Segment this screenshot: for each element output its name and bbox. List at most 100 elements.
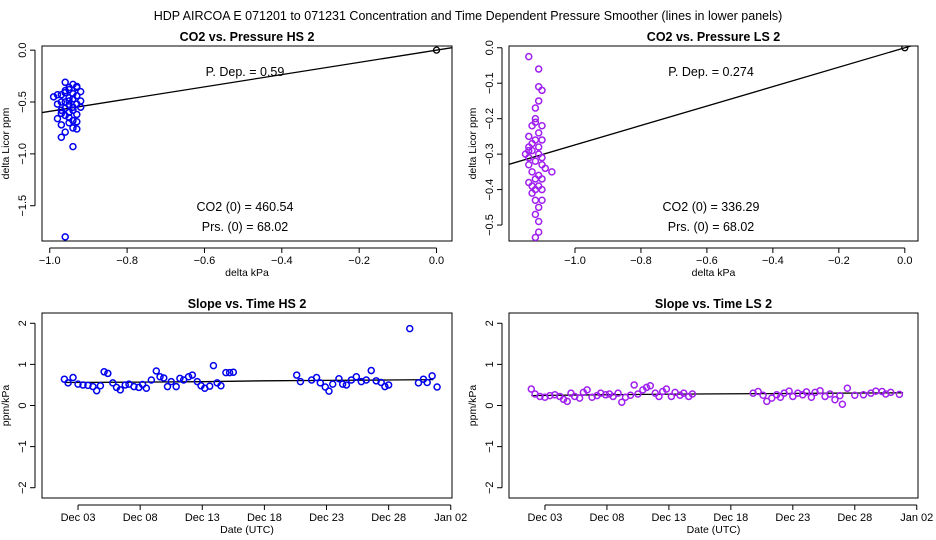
x-tick-label: Dec 03 [61, 512, 96, 524]
data-point [325, 387, 333, 395]
data-point [316, 379, 325, 387]
data-point [53, 100, 62, 108]
plot-frame [508, 312, 919, 499]
data-point [61, 233, 69, 241]
panel-slope-time-ls2: Slope vs. Time LS 2 Dec 03 Dec 08 Dec 13 Dec… [467, 297, 933, 536]
data-point [73, 110, 81, 119]
data-point [525, 161, 533, 169]
data-point [802, 388, 811, 396]
data-point [843, 384, 852, 392]
data-point [548, 168, 556, 176]
data-point [626, 391, 635, 399]
data-point [292, 371, 301, 379]
x-tick-label: Dec 28 [371, 512, 406, 524]
data-point [176, 374, 184, 383]
y-tick-label: −1.5 [17, 195, 29, 217]
data-point [65, 94, 73, 102]
data-point [630, 381, 638, 389]
data-point [65, 108, 73, 117]
data-point [525, 143, 533, 151]
data-point [534, 228, 543, 236]
data-point [160, 374, 168, 382]
data-point [525, 132, 533, 141]
data-point [147, 376, 156, 384]
y-tick-label: −0.3 [484, 143, 496, 165]
data-point [531, 185, 540, 194]
x-tick-label: Dec 23 [775, 512, 810, 524]
data-point [69, 89, 77, 98]
data-point [321, 383, 330, 391]
data-point [328, 380, 337, 388]
y-tick-label: 2 [484, 320, 496, 326]
data-point [768, 394, 776, 402]
x-tick-label: −0.8 [630, 255, 652, 267]
data-point [76, 97, 85, 105]
data-point [538, 122, 546, 130]
data-point [205, 382, 214, 390]
y-tick-label: −0.5 [484, 214, 496, 236]
data-point [152, 367, 161, 375]
data-point [57, 109, 66, 118]
data-point [69, 142, 77, 151]
data-point [65, 97, 73, 105]
x-tick-label: Dec 08 [589, 512, 624, 524]
panel-co2-pressure-ls2: CO2 vs. Pressure LS 2 −1.0 −0.8 −0.6 −0.4 −0.… [467, 30, 919, 279]
data-point [109, 379, 117, 387]
origin-point [432, 46, 441, 54]
y-tick-label: −0.1 [484, 72, 496, 94]
data-point [538, 196, 546, 204]
x-axis-label: Date (UTC) [220, 524, 274, 536]
data-point [362, 376, 371, 384]
data-point [57, 91, 66, 99]
x-tick-label: Dec 03 [528, 512, 563, 524]
data-point [53, 114, 62, 123]
data-point [406, 324, 414, 333]
figure-suptitle: HDP AIRCOA E 071201 to 071231 Concentrat… [154, 9, 783, 23]
data-point [61, 78, 69, 87]
data-point [614, 389, 622, 397]
x-tick-label: −0.6 [696, 255, 718, 267]
y-tick-label: −2 [484, 481, 496, 494]
panel-title: CO2 vs. Pressure LS 2 [647, 30, 780, 44]
data-point [534, 129, 543, 137]
data-point [342, 381, 351, 389]
data-point [130, 382, 138, 391]
data-point [209, 361, 218, 370]
y-axis-label: ppm/kPa [0, 385, 12, 427]
data-point [57, 98, 66, 106]
y-tick-label: −2 [17, 481, 29, 494]
data-point [79, 381, 87, 389]
data-point [74, 380, 82, 388]
y-tick-label: 1 [484, 361, 496, 367]
data-point [759, 391, 767, 399]
y-tick-label: −0.2 [484, 108, 496, 130]
data-point [49, 93, 58, 101]
data-point [886, 388, 895, 397]
x-tick-label: −0.4 [271, 255, 293, 267]
data-point [188, 371, 197, 379]
data-point [754, 387, 762, 396]
data-point [763, 397, 771, 406]
data-point [423, 378, 431, 387]
data-point [531, 157, 540, 165]
data-point [531, 118, 540, 126]
data-point [76, 87, 85, 96]
data-point [296, 377, 305, 386]
data-point [546, 391, 554, 400]
panel-title: CO2 vs. Pressure HS 2 [180, 30, 315, 44]
data-point [69, 116, 77, 125]
plot-frame [41, 45, 453, 242]
data-point [61, 128, 69, 136]
pressure-dependence-annotation: P. Dep. = 0.59 [206, 65, 285, 79]
y-tick-label: −0.5 [17, 91, 29, 113]
panel-co2-pressure-hs2: CO2 vs. Pressure HS 2 −1.0 −0.8 −0.6 −0.4 −0.… [0, 30, 453, 279]
y-tick-label: 0 [17, 402, 29, 408]
x-tick-label: Dec 28 [837, 512, 872, 524]
data-point [538, 153, 546, 162]
data-point [531, 104, 540, 112]
data-point [618, 398, 626, 406]
data-point [531, 114, 540, 123]
data-point [116, 386, 125, 394]
data-point [184, 372, 193, 381]
data-point [89, 382, 97, 391]
